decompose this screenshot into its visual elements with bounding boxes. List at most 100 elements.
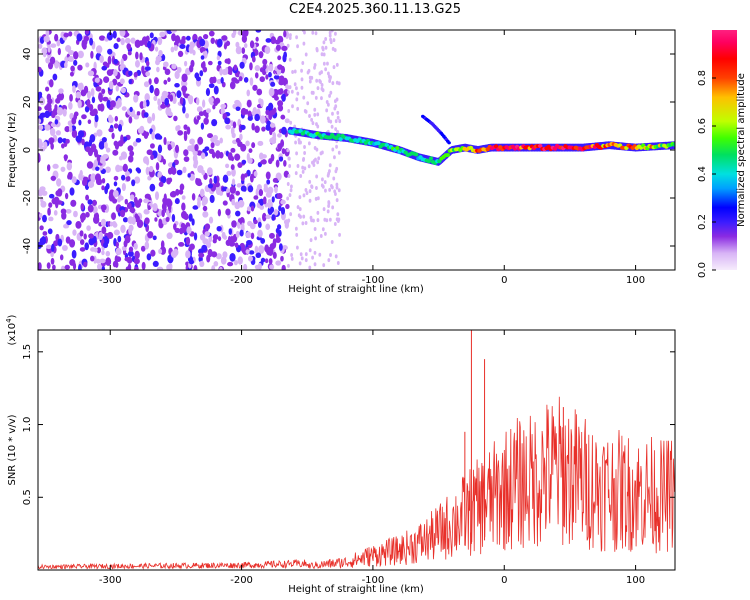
noise-speckle [182,87,186,97]
noise-speckle [69,71,74,77]
noise-speckle [331,111,334,116]
noise-speckle [206,254,211,263]
noise-speckle [182,166,187,174]
noise-speckle [237,162,243,168]
noise-speckle [119,78,125,85]
noise-speckle [158,248,163,255]
noise-speckle [99,258,106,264]
noise-speckle [246,206,252,212]
spectrogram-marks [38,30,675,270]
noise-speckle [71,176,77,184]
noise-speckle [315,122,318,127]
noise-speckle [101,177,106,184]
noise-speckle [217,236,222,242]
noise-speckle [141,65,145,75]
noise-speckle [265,74,269,80]
noise-speckle [39,225,44,231]
noise-speckle [321,177,324,182]
noise-speckle [298,195,302,200]
noise-speckle [277,55,282,61]
noise-speckle [280,206,286,215]
noise-speckle [306,101,310,106]
noise-speckle [127,145,134,152]
noise-speckle [321,227,325,232]
noise-speckle [71,249,77,259]
signal-point [538,143,543,148]
noise-speckle [194,144,199,152]
noise-speckle [261,126,266,132]
noise-speckle [196,106,203,113]
noise-speckle [67,55,74,62]
noise-speckle [208,30,215,37]
noise-speckle [132,141,138,147]
noise-speckle [199,70,204,77]
colorbar-gradient [712,30,737,270]
noise-speckle [130,206,135,214]
y-tick-label: -20 [22,190,33,206]
noise-speckle [62,244,68,252]
noise-speckle [240,143,247,152]
noise-speckle [329,90,333,95]
noise-speckle [68,31,73,37]
noise-speckle [310,184,313,189]
noise-speckle [289,33,292,38]
noise-speckle [266,179,271,185]
noise-speckle [333,189,337,194]
noise-speckle [312,218,315,223]
noise-speckle [169,94,174,102]
noise-speckle [101,226,107,235]
noise-speckle [44,124,51,131]
noise-speckle [174,70,180,80]
noise-speckle [308,79,312,84]
noise-speckle [77,64,83,71]
noise-speckle [140,245,146,252]
noise-speckle [146,253,152,261]
noise-speckle [291,69,295,74]
noise-speckle [187,145,194,152]
noise-speckle [316,86,320,91]
noise-speckle [266,188,273,196]
noise-speckle [220,256,227,265]
noise-speckle [209,178,213,185]
noise-speckle [57,238,63,247]
noise-speckle [87,119,92,125]
noise-speckle [241,248,246,253]
noise-speckle [211,251,218,258]
noise-speckle [38,124,44,131]
noise-speckle [93,215,99,224]
spectrogram-x-label: Height of straight line (km) [288,284,424,295]
noise-speckle [269,206,275,213]
noise-speckle [115,247,122,256]
noise-speckle [167,202,172,212]
noise-speckle [268,87,275,97]
noise-speckle [219,266,223,270]
noise-speckle [309,238,313,243]
noise-speckle [185,236,191,246]
noise-speckle [209,194,215,204]
noise-speckle [310,90,314,95]
noise-speckle [167,144,172,151]
noise-speckle [160,175,167,184]
colorbar-label: Normalized spectral amplitude [736,73,747,227]
noise-speckle [79,213,86,222]
noise-speckle [268,232,275,239]
noise-speckle [87,199,93,205]
noise-speckle [156,266,164,270]
noise-speckle [256,88,263,96]
noise-speckle [264,46,271,55]
noise-speckle [98,141,105,150]
noise-speckle [141,36,148,45]
noise-speckle [211,118,218,127]
noise-speckle [45,86,50,92]
noise-speckle [111,212,117,221]
noise-speckle [249,62,253,71]
noise-speckle [198,252,205,258]
noise-speckle [163,193,167,203]
noise-speckle [311,121,315,126]
noise-speckle [101,250,105,256]
noise-speckle [304,258,308,263]
noise-speckle [290,253,294,258]
spectrogram-y-ticks: -40 -20 0 20 40 [22,48,675,254]
noise-speckle [274,186,278,194]
noise-speckle [247,220,253,227]
